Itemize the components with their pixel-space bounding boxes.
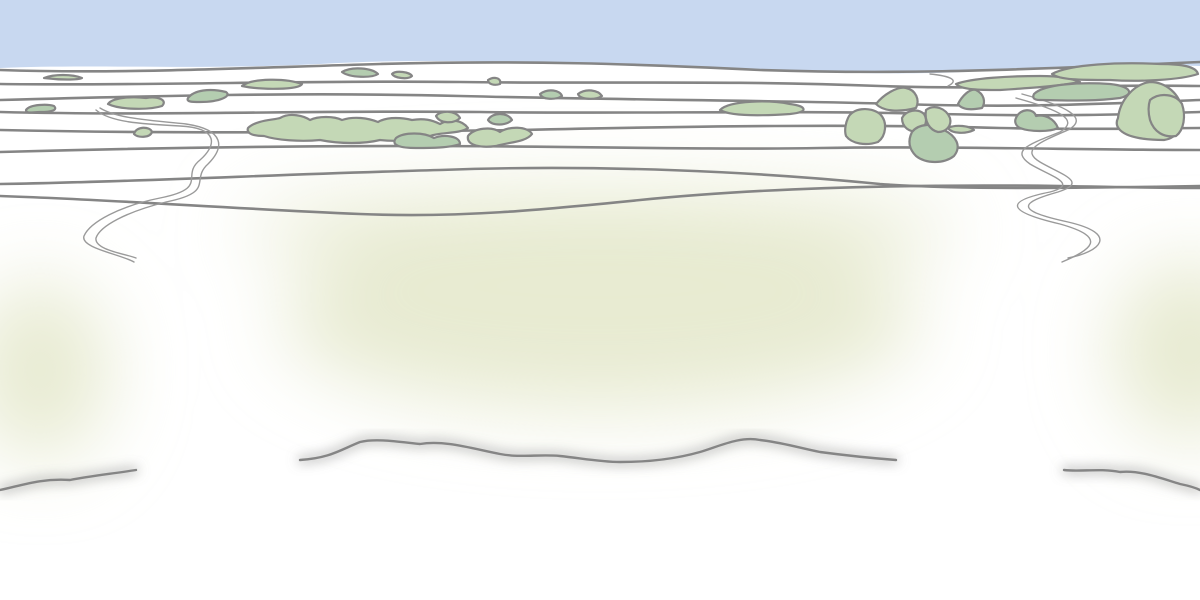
meadow-wash bbox=[0, 190, 1200, 460]
foreground-ridge-crisp bbox=[0, 437, 1200, 492]
winding-paths bbox=[83, 73, 1101, 263]
sky bbox=[0, 0, 1200, 74]
tree-clumps bbox=[24, 62, 1200, 164]
